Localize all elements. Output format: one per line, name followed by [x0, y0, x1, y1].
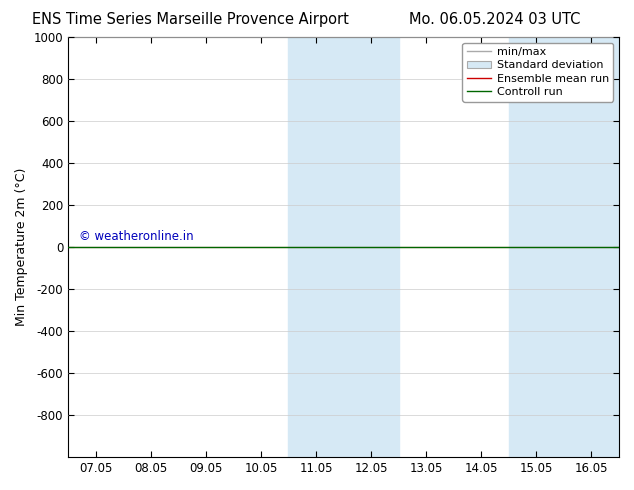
Bar: [288, 37, 399, 457]
Text: © weatheronline.in: © weatheronline.in: [79, 230, 193, 243]
Y-axis label: Min Temperature 2m (°C): Min Temperature 2m (°C): [15, 168, 28, 326]
Bar: [509, 37, 619, 457]
Text: ENS Time Series Marseille Provence Airport: ENS Time Series Marseille Provence Airpo…: [32, 12, 349, 27]
Text: Mo. 06.05.2024 03 UTC: Mo. 06.05.2024 03 UTC: [409, 12, 580, 27]
Legend: min/max, Standard deviation, Ensemble mean run, Controll run: min/max, Standard deviation, Ensemble me…: [462, 43, 614, 101]
